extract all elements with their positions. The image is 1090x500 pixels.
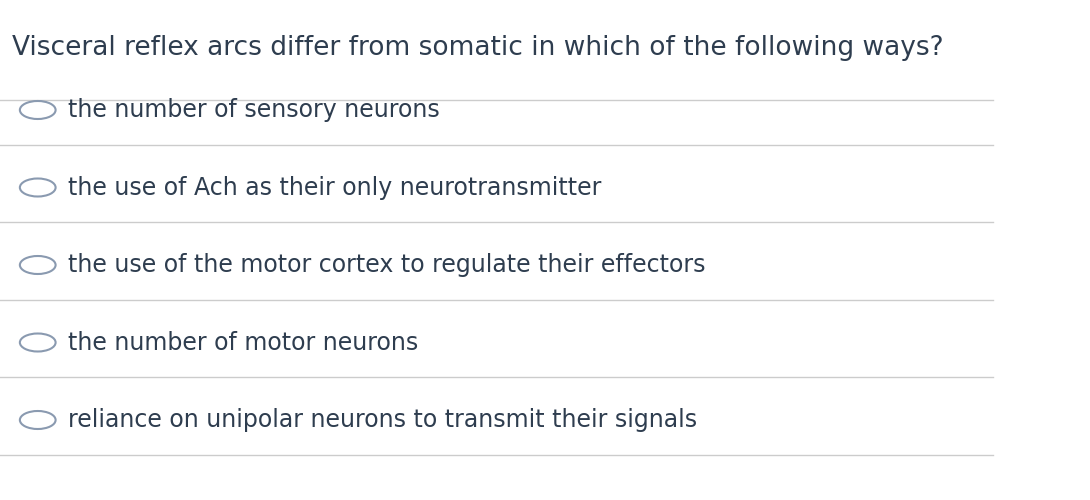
Text: the number of sensory neurons: the number of sensory neurons [68, 98, 439, 122]
Text: Visceral reflex arcs differ from somatic in which of the following ways?: Visceral reflex arcs differ from somatic… [12, 35, 944, 61]
Text: reliance on unipolar neurons to transmit their signals: reliance on unipolar neurons to transmit… [68, 408, 697, 432]
Text: the use of the motor cortex to regulate their effectors: the use of the motor cortex to regulate … [68, 253, 705, 277]
Text: the use of Ach as their only neurotransmitter: the use of Ach as their only neurotransm… [68, 176, 601, 200]
Text: the number of motor neurons: the number of motor neurons [68, 330, 417, 354]
